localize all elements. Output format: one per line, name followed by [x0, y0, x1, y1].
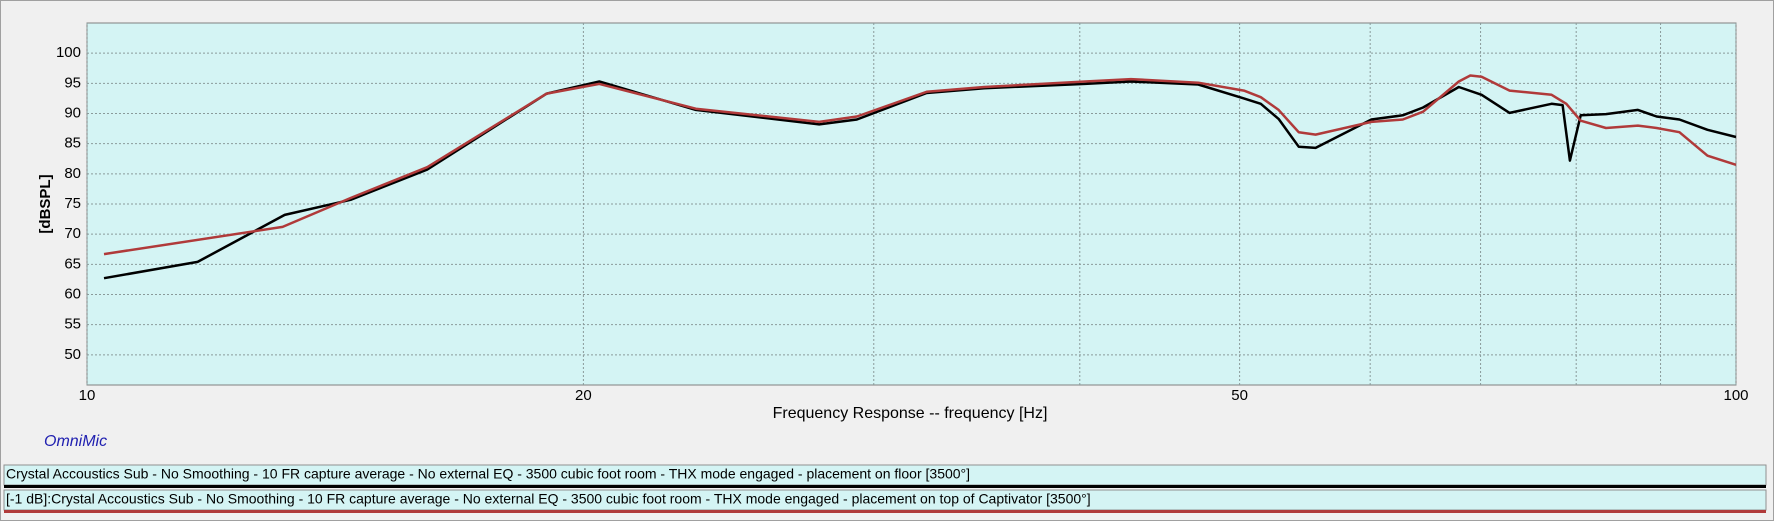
y-tick-label: 60 — [64, 285, 81, 302]
x-tick-label: 10 — [79, 387, 96, 404]
y-tick-label: 90 — [64, 104, 81, 121]
y-tick-label: 55 — [64, 316, 81, 333]
x-tick-label: 50 — [1231, 387, 1248, 404]
y-tick-label: 95 — [64, 74, 81, 91]
y-tick-label: 85 — [64, 135, 81, 152]
y-tick-label: 75 — [64, 195, 81, 212]
brand-label: OmniMic — [44, 433, 107, 450]
x-tick-label: 20 — [575, 387, 592, 404]
y-tick-label: 50 — [64, 346, 81, 363]
y-tick-label: 65 — [64, 255, 81, 272]
legend-label: Crystal Accoustics Sub - No Smoothing - … — [6, 466, 970, 482]
x-axis-label: Frequency Response -- frequency [Hz] — [773, 405, 1048, 422]
legend-label: [-1 dB]:Crystal Accoustics Sub - No Smoo… — [6, 491, 1091, 507]
y-tick-label: 70 — [64, 225, 81, 242]
y-tick-label: 100 — [56, 44, 81, 61]
y-tick-label: 80 — [64, 165, 81, 182]
series-line — [103, 74, 1737, 256]
x-tick-label: 100 — [1723, 387, 1748, 404]
y-axis-label: [dBSPL] — [37, 174, 54, 233]
series-line — [103, 80, 1737, 280]
